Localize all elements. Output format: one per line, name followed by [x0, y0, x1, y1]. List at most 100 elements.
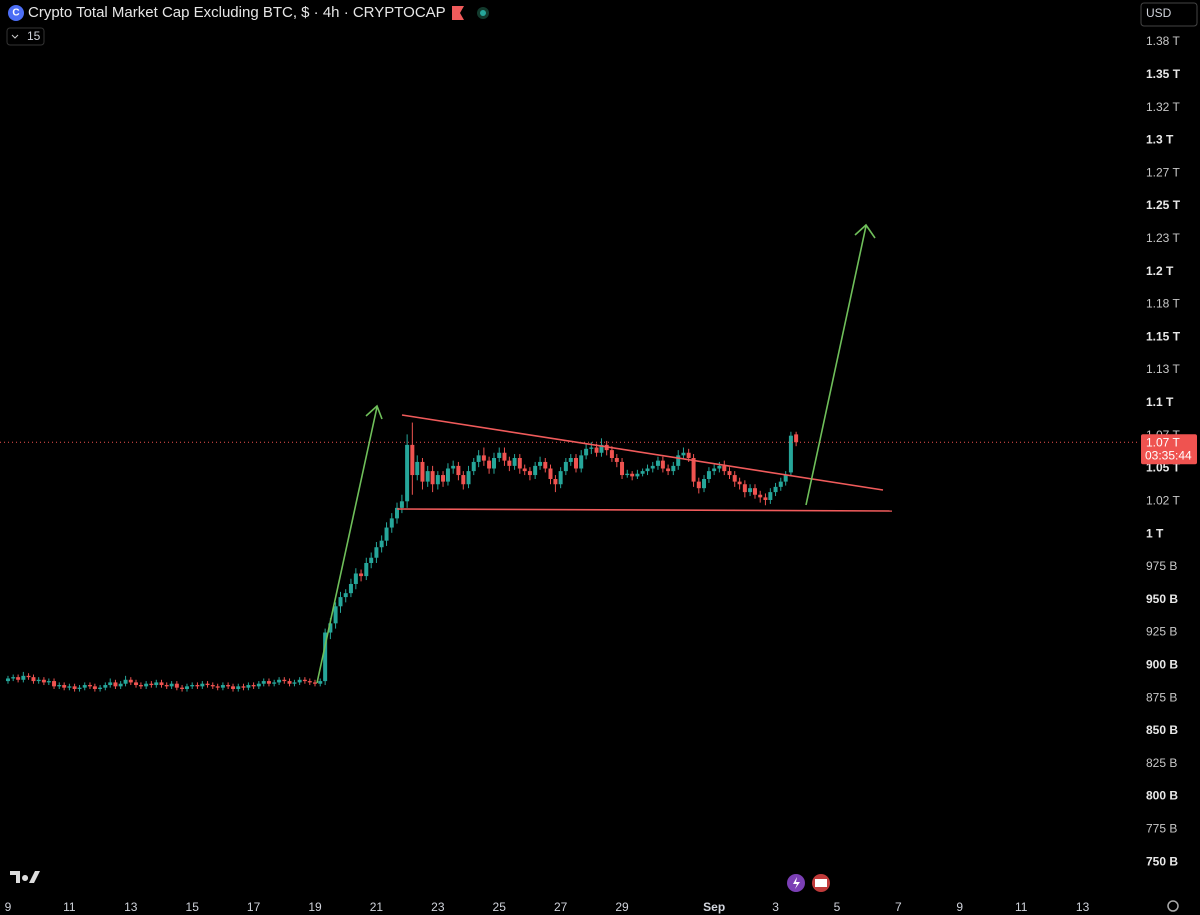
candle-body: [640, 471, 645, 474]
y-tick-label: 850 B: [1146, 723, 1178, 737]
y-tick-label: 1.13 T: [1146, 362, 1180, 376]
candle-body: [415, 461, 420, 476]
y-tick-label: 875 B: [1146, 690, 1177, 704]
candle-body: [359, 573, 364, 577]
candle-body: [313, 682, 318, 684]
candle-body: [579, 455, 584, 469]
candle-body: [773, 486, 778, 493]
candle-body: [200, 683, 205, 687]
candle-body: [36, 679, 41, 682]
candle-body: [778, 481, 783, 487]
candle-body: [522, 468, 527, 472]
candle-body: [671, 465, 676, 472]
x-tick-label: 15: [186, 900, 200, 914]
candle-body: [98, 687, 103, 689]
candle-body: [180, 687, 185, 689]
candle-body: [466, 471, 471, 485]
y-tick-label: 1.38 T: [1146, 34, 1180, 48]
candle-body: [343, 593, 348, 598]
y-tick-label: 1.27 T: [1146, 165, 1180, 179]
tv-logo[interactable]: [10, 871, 40, 883]
y-tick-label: 925 B: [1146, 625, 1177, 639]
x-tick-label: 17: [247, 900, 261, 914]
candle-body: [655, 460, 660, 466]
candle-body: [410, 444, 415, 476]
candle-body: [144, 683, 149, 687]
candle-body: [5, 678, 10, 682]
candle-body: [57, 685, 62, 687]
candle-body: [149, 683, 154, 686]
y-tick-label: 1.3 T: [1146, 133, 1174, 147]
candle-body: [328, 623, 333, 633]
drawings: [316, 223, 893, 684]
candle-body: [92, 686, 97, 689]
y-tick-label: 1.02 T: [1146, 493, 1180, 507]
candle-body: [727, 471, 732, 476]
y-tick-label: 750 B: [1146, 854, 1178, 868]
y-tick-label: 1.25 T: [1146, 198, 1181, 212]
candle-body: [758, 494, 763, 498]
candle-body: [584, 448, 589, 456]
symbol-icon-glyph: C: [12, 8, 19, 19]
trendline-upper: [401, 414, 884, 491]
candle-body: [717, 465, 722, 469]
candle-body: [435, 475, 440, 485]
candle-body: [609, 450, 614, 458]
candle-body: [614, 457, 619, 462]
candle-body: [62, 685, 67, 688]
indicator-toggle[interactable]: [6, 27, 45, 46]
chevron: [11, 34, 19, 39]
candle-body: [205, 683, 210, 686]
y-tick-label: 950 B: [1146, 592, 1178, 606]
y-tick-label: 1.15 T: [1146, 329, 1181, 343]
candle-body: [164, 685, 169, 687]
candle-body: [364, 562, 369, 577]
candle-body: [272, 682, 277, 684]
arrow-2-head: [854, 223, 876, 239]
candle-body: [251, 685, 256, 687]
candle-body: [369, 557, 374, 563]
y-tick-label: 1 T: [1146, 526, 1164, 540]
y-tick-label: 1.32 T: [1146, 100, 1180, 114]
y-tick-label: 1.18 T: [1146, 297, 1180, 311]
candle-body: [543, 461, 548, 469]
candle-body: [425, 471, 430, 482]
candle-body: [696, 481, 701, 489]
candle-body: [768, 492, 773, 500]
candle-body: [517, 457, 522, 469]
y-tick-label: 800 B: [1146, 789, 1178, 803]
x-tick-label: 9: [5, 900, 12, 914]
candle-body: [236, 686, 241, 689]
candle-body: [77, 687, 82, 689]
candle-body: [184, 686, 189, 689]
candle-body: [241, 686, 246, 688]
flag-icon[interactable]: [452, 6, 464, 20]
candle-body: [123, 679, 128, 684]
candle-body: [620, 461, 625, 476]
candle-body: [307, 681, 312, 683]
candle-body: [752, 488, 757, 495]
candle-body: [660, 460, 665, 469]
candle-body: [174, 683, 179, 688]
chart-title: Crypto Total Market Cap Excluding BTC, $…: [28, 4, 446, 21]
x-tick-label: 21: [370, 900, 384, 914]
x-tick-label: 13: [124, 900, 138, 914]
candle-body: [487, 460, 492, 469]
x-tick-label: 23: [431, 900, 445, 914]
x-tick-label: 29: [615, 900, 629, 914]
currency: USD: [1146, 6, 1172, 20]
candle-body: [748, 488, 753, 493]
candle-body: [405, 444, 410, 502]
candle-body: [742, 484, 747, 493]
candle-body: [706, 471, 711, 479]
countdown: 03:35:44: [1145, 448, 1192, 462]
symbol-icon: [8, 5, 24, 21]
y-tick-label: 775 B: [1146, 822, 1177, 836]
settings-icon[interactable]: [1167, 900, 1179, 912]
candle-body: [261, 681, 266, 684]
arrow-1-head: [365, 404, 383, 420]
currency-button[interactable]: [1140, 2, 1198, 27]
